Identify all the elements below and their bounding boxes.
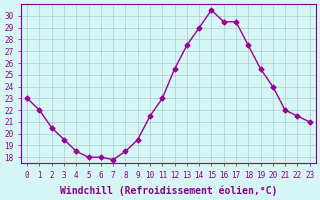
X-axis label: Windchill (Refroidissement éolien,°C): Windchill (Refroidissement éolien,°C) (60, 185, 277, 196)
